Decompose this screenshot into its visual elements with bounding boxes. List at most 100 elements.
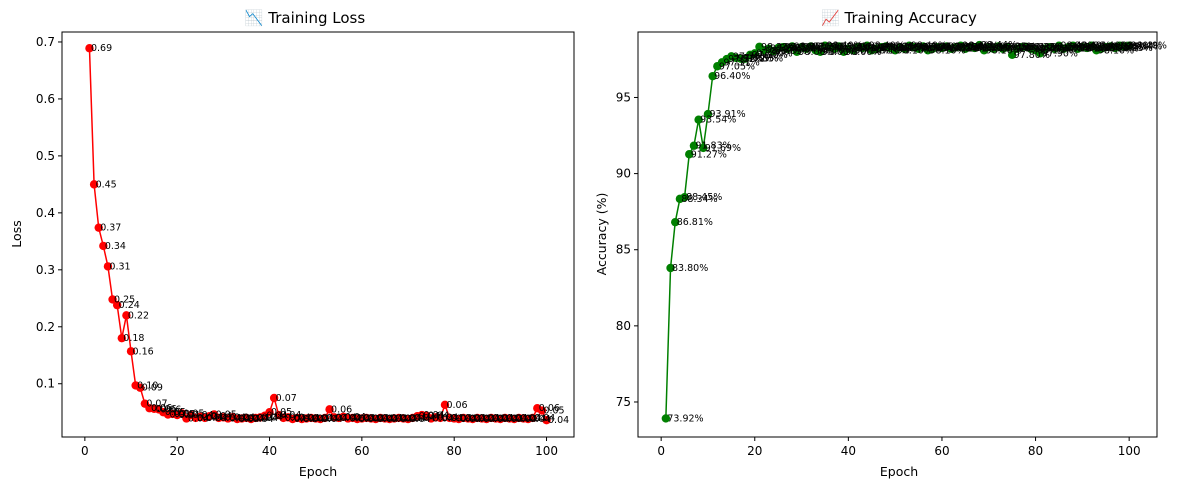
loss-data-label: 0.04 (350, 413, 371, 424)
loss-data-point (89, 180, 99, 189)
accuracy-data-label: 98.30% (1070, 42, 1106, 53)
loss-data-label: 0.07 (276, 393, 297, 404)
loss-data-point (126, 347, 136, 356)
accuracy-data-label: 98.35% (1000, 41, 1036, 52)
loss-data-point (112, 300, 122, 310)
accuracy-data-label: 98.00% (798, 47, 834, 58)
loss-data-label: 0.04 (317, 413, 338, 424)
accuracy-series-line (665, 44, 1130, 419)
loss-data-label: 0.05 (543, 406, 564, 417)
accuracy-data-label: 98.34% (1126, 42, 1162, 53)
accuracy-y-tick-label: 90 (616, 167, 631, 181)
accuracy-data-label: 98.40% (1074, 41, 1110, 52)
accuracy-data-label: 98.20% (836, 44, 872, 55)
loss-data-label: 0.06 (446, 400, 467, 411)
accuracy-data-label: 98.00% (845, 47, 881, 58)
accuracy-data-label: 98.20% (1018, 44, 1054, 55)
accuracy-data-label: 98.35% (925, 41, 961, 52)
loss-data-label: 0.04 (377, 414, 398, 425)
loss-x-tick-label: 40 (262, 444, 277, 458)
accuracy-data-point (694, 115, 703, 124)
accuracy-chart-title: 📈 Training Accuracy (821, 9, 977, 27)
accuracy-data-label: 98.20% (1079, 44, 1115, 55)
accuracy-data-label: 98.30% (1107, 42, 1143, 53)
accuracy-data-label: 88.34% (681, 194, 717, 205)
loss-y-tick-label: 0.4 (36, 206, 55, 220)
loss-data-label: 0.04 (294, 414, 315, 425)
loss-x-tick-label: 20 (170, 444, 185, 458)
loss-data-label: 0.06 (331, 404, 352, 415)
accuracy-data-label: 97.31% (724, 57, 760, 68)
accuracy-data-label: 98.30% (1009, 42, 1045, 53)
accuracy-data-label: 98.35% (841, 41, 877, 52)
loss-x-tick-label: 80 (447, 444, 462, 458)
loss-data-label: 0.04 (382, 413, 403, 424)
accuracy-data-label: 98.40% (911, 41, 947, 52)
accuracy-data-point (750, 49, 759, 58)
loss-chart-marks: 0.69 0.45 0.37 0.34 0.31 0.250.24 0.18 0.22 0.16… (85, 43, 569, 426)
accuracy-data-label: 93.54% (700, 115, 736, 126)
accuracy-x-tick-label: 0 (657, 444, 665, 458)
loss-data-label: 0.31 (109, 261, 130, 272)
loss-chart-panel: 📉 Training Loss 0.69 0.45 0.37 0.34 0.31 0.25… (9, 9, 575, 479)
accuracy-data-point (699, 143, 708, 153)
loss-data-label: 0.04 (548, 415, 569, 426)
accuracy-data-label: 98.40% (962, 41, 998, 52)
loss-data-label: 0.04 (405, 413, 426, 424)
loss-data-point (122, 311, 131, 320)
accuracy-data-label: 98.30% (859, 42, 895, 53)
accuracy-data-label: 98.25% (1089, 43, 1125, 54)
accuracy-data-label: 98.30% (972, 42, 1008, 53)
loss-data-point (537, 406, 547, 415)
loss-data-point (436, 413, 445, 423)
accuracy-data-label: 98.20% (1032, 44, 1068, 55)
loss-data-label: 0.04 (211, 411, 232, 422)
loss-data-label: 0.04 (502, 414, 523, 425)
loss-data-label: 0.04 (202, 412, 223, 423)
accuracy-data-label: 98.30% (901, 42, 937, 53)
accuracy-y-tick-label: 85 (616, 243, 631, 257)
accuracy-data-label: 98.35% (794, 41, 830, 52)
loss-data-point (320, 413, 330, 423)
loss-data-label: 0.04 (470, 413, 491, 424)
accuracy-data-label: 98.10% (986, 45, 1022, 56)
accuracy-data-label: 98.25% (1117, 43, 1153, 54)
loss-data-label: 0.04 (423, 410, 444, 421)
accuracy-x-tick-label: 60 (934, 444, 949, 458)
accuracy-x-tick-label: 40 (841, 444, 856, 458)
accuracy-data-label: 98.10% (766, 45, 802, 56)
accuracy-data-label: 98.30% (803, 42, 839, 53)
loss-data-label: 0.04 (253, 414, 274, 425)
loss-data-label: 0.04 (354, 413, 375, 424)
loss-y-axis-label: Loss (9, 220, 24, 247)
loss-data-label: 0.04 (303, 414, 324, 425)
accuracy-data-label: 98.35% (887, 41, 923, 52)
loss-data-label: 0.10 (137, 380, 158, 391)
loss-data-label: 0.04 (410, 414, 431, 425)
loss-data-label: 0.04 (530, 414, 551, 425)
loss-y-tick-label: 0.1 (36, 377, 55, 391)
accuracy-data-label: 98.20% (1103, 44, 1139, 55)
accuracy-data-label: 97.55% (742, 54, 778, 65)
loss-data-point (265, 408, 274, 417)
loss-data-label: 0.04 (257, 413, 278, 424)
accuracy-data-point (685, 150, 694, 159)
loss-data-label: 0.04 (336, 412, 357, 423)
loss-data-label: 0.69 (91, 43, 112, 54)
loss-data-label: 0.04 (396, 413, 417, 424)
accuracy-data-point (671, 217, 680, 227)
loss-data-label: 0.04 (340, 413, 361, 424)
loss-data-label: 0.04 (193, 410, 214, 421)
accuracy-data-label: 98.20% (878, 44, 914, 55)
loss-data-label: 0.04 (322, 414, 343, 425)
accuracy-data-point (1124, 41, 1134, 50)
accuracy-data-point (816, 47, 825, 56)
loss-data-point (528, 413, 537, 423)
accuracy-data-label: 98.25% (864, 43, 900, 54)
loss-data-label: 0.06 (539, 403, 560, 414)
accuracy-data-label: 98.20% (1056, 44, 1092, 55)
accuracy-data-label: 98.30% (915, 42, 951, 53)
loss-data-label: 0.34 (105, 241, 126, 252)
loss-data-label: 0.04 (179, 410, 200, 421)
loss-x-tick-label: 100 (535, 444, 558, 458)
